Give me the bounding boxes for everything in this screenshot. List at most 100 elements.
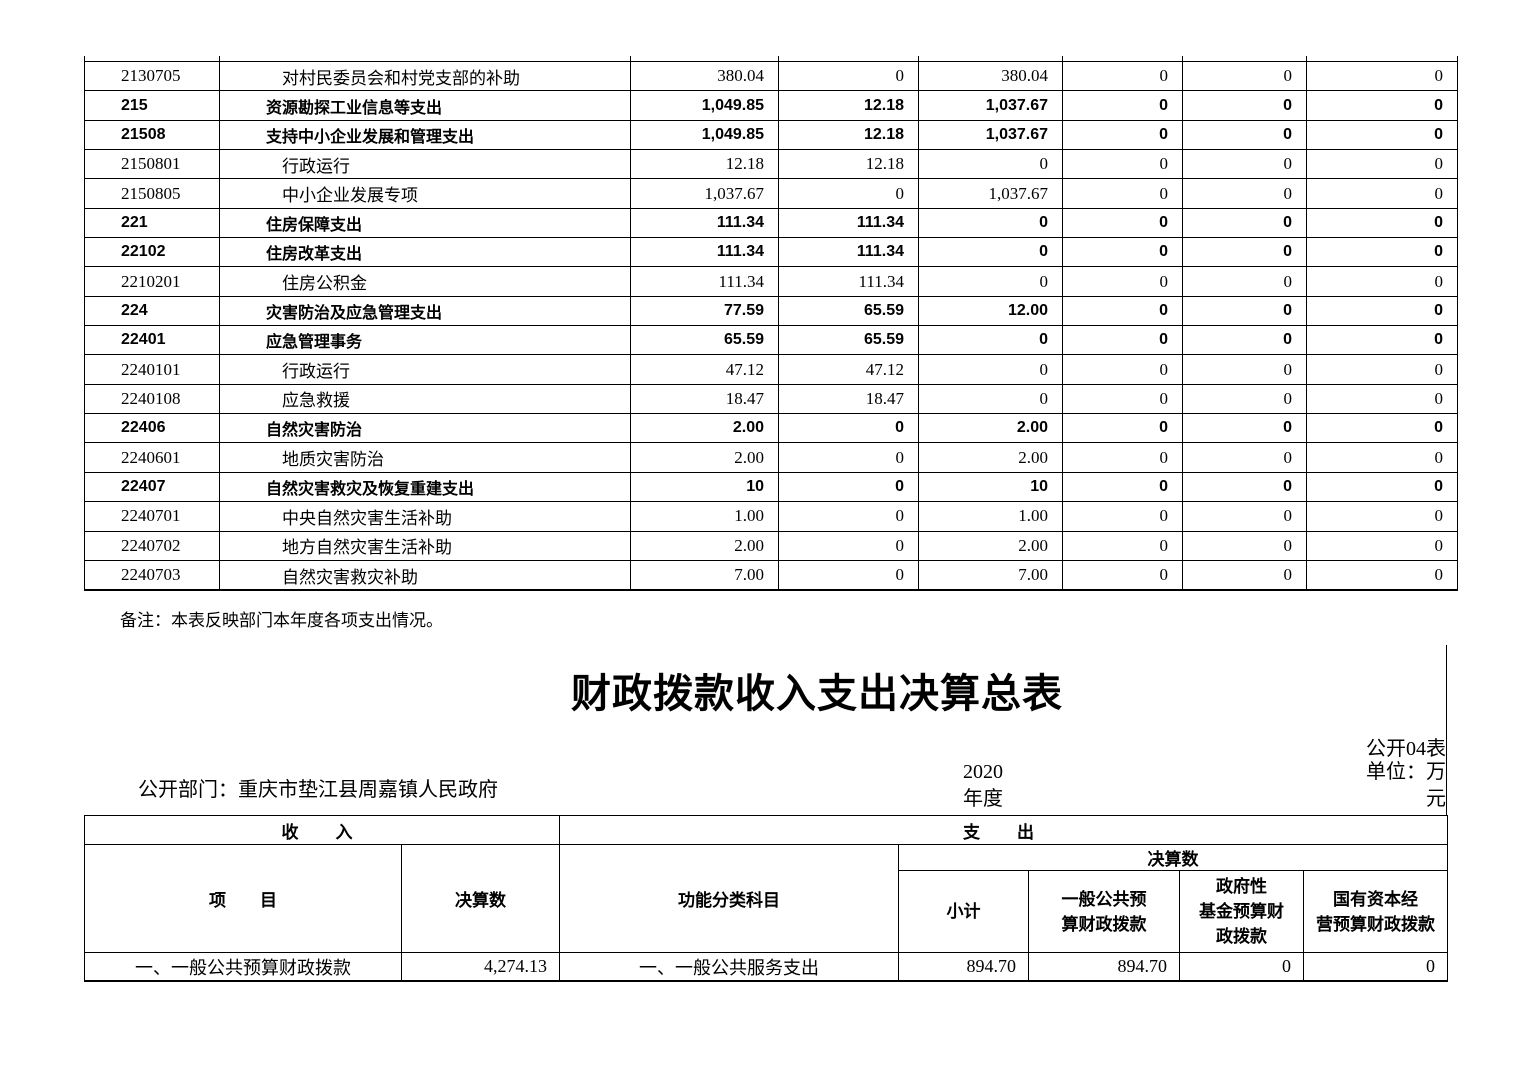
row-amount: 1,049.85: [630, 90, 779, 121]
row-code: 22102: [84, 237, 220, 268]
row-code: 22406: [84, 413, 220, 444]
row-code: 2240101: [84, 354, 220, 385]
row-item-name: 行政运行: [219, 149, 631, 180]
expenditure-row: 221 住房保障支出 111.34 111.34 0 0 0 0: [84, 207, 1458, 239]
row-amount: 0: [1182, 119, 1307, 151]
expense-section-header: 支 出: [558, 815, 1449, 845]
row-code: 22401: [84, 325, 220, 356]
year-label: 2020年度: [963, 761, 1003, 810]
col-header-final-amount-group: 决算数: [897, 844, 1449, 871]
row-amount: 2.00: [918, 530, 1063, 561]
row-item-name: 资源勘探工业信息等支出: [219, 90, 631, 121]
row-item-name: 灾害防治及应急管理支出: [219, 295, 631, 327]
row-item-name: 支持中小企业发展和管理支出: [219, 119, 631, 151]
row-amount: 12.18: [778, 90, 919, 121]
row-item-name: 中央自然灾害生活补助: [219, 501, 631, 532]
expenditure-row: 22407 自然灾害救灾及恢复重建支出 10 0 10 0 0 0: [84, 471, 1458, 503]
expenditure-row: 21508 支持中小企业发展和管理支出 1,049.85 12.18 1,037.67 0…: [84, 119, 1458, 151]
table-number-label: 公开04表: [1366, 738, 1446, 760]
row-amount: 0: [1306, 178, 1458, 209]
row-code: 2150805: [84, 178, 220, 209]
summary-data-row: 一、一般公共预算财政拨款 4,274.13 一、一般公共服务支出 894.70 …: [84, 952, 1449, 982]
income-item: 一、一般公共预算财政拨款: [84, 952, 402, 982]
row-amount: 0: [1306, 60, 1458, 92]
row-amount: 0: [1306, 530, 1458, 561]
row-item-name: 行政运行: [219, 354, 631, 385]
row-amount: 0: [1062, 266, 1183, 297]
expenditure-row: 22401 应急管理事务 65.59 65.59 0 0 0 0: [84, 325, 1458, 356]
row-amount: 0: [1306, 295, 1458, 327]
row-amount: 0: [918, 354, 1063, 385]
row-amount: 12.18: [778, 149, 919, 180]
row-amount: 47.12: [778, 354, 919, 385]
sub-header-row: 小计 一般公共预 算财政拨款 政府性 基金预算财 政拨款 国有资本经 营预算财政…: [85, 870, 1449, 953]
row-code: 2210201: [84, 266, 220, 297]
row-amount: 2.00: [630, 413, 779, 444]
row-amount: 0: [1062, 501, 1183, 532]
row-amount: 0: [918, 383, 1063, 415]
row-code: 2240702: [84, 530, 220, 561]
row-amount: 0: [918, 207, 1063, 239]
col-header-gov-fund: 政府性 基金预算财 政拨款: [1179, 870, 1304, 953]
expenditure-row: 224 灾害防治及应急管理支出 77.59 65.59 12.00 0 0 0: [84, 295, 1458, 327]
col-header-func-subject: 功能分类科目: [559, 844, 899, 953]
row-amount: 65.59: [778, 295, 919, 327]
row-amount: 0: [1182, 501, 1307, 532]
row-code: 2130705: [84, 60, 220, 92]
expenditure-row: 22406 自然灾害防治 2.00 0 2.00 0 0 0: [84, 413, 1458, 444]
row-amount: 0: [1182, 149, 1307, 180]
row-amount: 2.00: [630, 530, 779, 561]
expenditure-row: 2240701 中央自然灾害生活补助 1.00 0 1.00 0 0 0: [84, 501, 1458, 532]
row-amount: 18.47: [778, 383, 919, 415]
row-amount: 0: [1062, 354, 1183, 385]
row-amount: 0: [1062, 442, 1183, 473]
expenditure-row: 2240703 自然灾害救灾补助 7.00 0 7.00 0 0 0: [84, 559, 1458, 592]
row-code: 22407: [84, 471, 220, 503]
expense-state-capital: 0: [1302, 952, 1449, 982]
row-amount: 0: [1062, 237, 1183, 268]
row-amount: 0: [1182, 471, 1307, 503]
expenditure-row: 2240601 地质灾害防治 2.00 0 2.00 0 0 0: [84, 442, 1458, 473]
expenditure-row: 2240108 应急救援 18.47 18.47 0 0 0 0: [84, 383, 1458, 415]
unit-label: 单位：万元: [1366, 761, 1446, 810]
row-item-name: 住房保障支出: [219, 207, 631, 239]
row-code: 221: [84, 207, 220, 239]
row-code: 21508: [84, 119, 220, 151]
row-code: 215: [84, 90, 220, 121]
row-item-name: 地方自然灾害生活补助: [219, 530, 631, 561]
row-amount: 0: [1306, 237, 1458, 268]
col-header-subtotal: 小计: [898, 870, 1029, 953]
row-amount: 0: [1306, 90, 1458, 121]
row-amount: 2.00: [918, 413, 1063, 444]
expense-subtotal: 894.70: [898, 952, 1029, 982]
row-amount: 0: [1306, 325, 1458, 356]
row-amount: 0: [778, 501, 919, 532]
page-title: 财政拨款收入支出决算总表: [571, 672, 1063, 716]
row-amount: 0: [1182, 442, 1307, 473]
row-amount: 0: [1062, 383, 1183, 415]
row-amount: 0: [1062, 471, 1183, 503]
row-code: 2240108: [84, 383, 220, 415]
row-amount: 0: [778, 471, 919, 503]
summary-table: 收 入 支 出 项 目 决算数 功能分类科目 决算数 小计 一般公共预 算财政拨…: [84, 815, 1449, 982]
expenditure-row: 22102 住房改革支出 111.34 111.34 0 0 0 0: [84, 237, 1458, 268]
department-label: 公开部门：重庆市垫江县周嘉镇人民政府: [138, 779, 498, 801]
row-amount: 0: [1062, 149, 1183, 180]
row-amount: 0: [778, 442, 919, 473]
row-amount: 111.34: [630, 237, 779, 268]
row-amount: 0: [778, 559, 919, 592]
meta-right-border: [1446, 645, 1447, 815]
row-item-name: 应急管理事务: [219, 325, 631, 356]
row-amount: 0: [1062, 325, 1183, 356]
row-amount: 0: [1306, 442, 1458, 473]
row-item-name: 对村民委员会和村党支部的补助: [219, 60, 631, 92]
row-amount: 0: [1062, 90, 1183, 121]
row-amount: 0: [918, 266, 1063, 297]
row-amount: 47.12: [630, 354, 779, 385]
row-amount: 0: [1062, 559, 1183, 592]
row-amount: 1.00: [918, 501, 1063, 532]
row-amount: 0: [1062, 207, 1183, 239]
row-amount: 7.00: [918, 559, 1063, 592]
expense-gov-fund: 0: [1179, 952, 1304, 982]
